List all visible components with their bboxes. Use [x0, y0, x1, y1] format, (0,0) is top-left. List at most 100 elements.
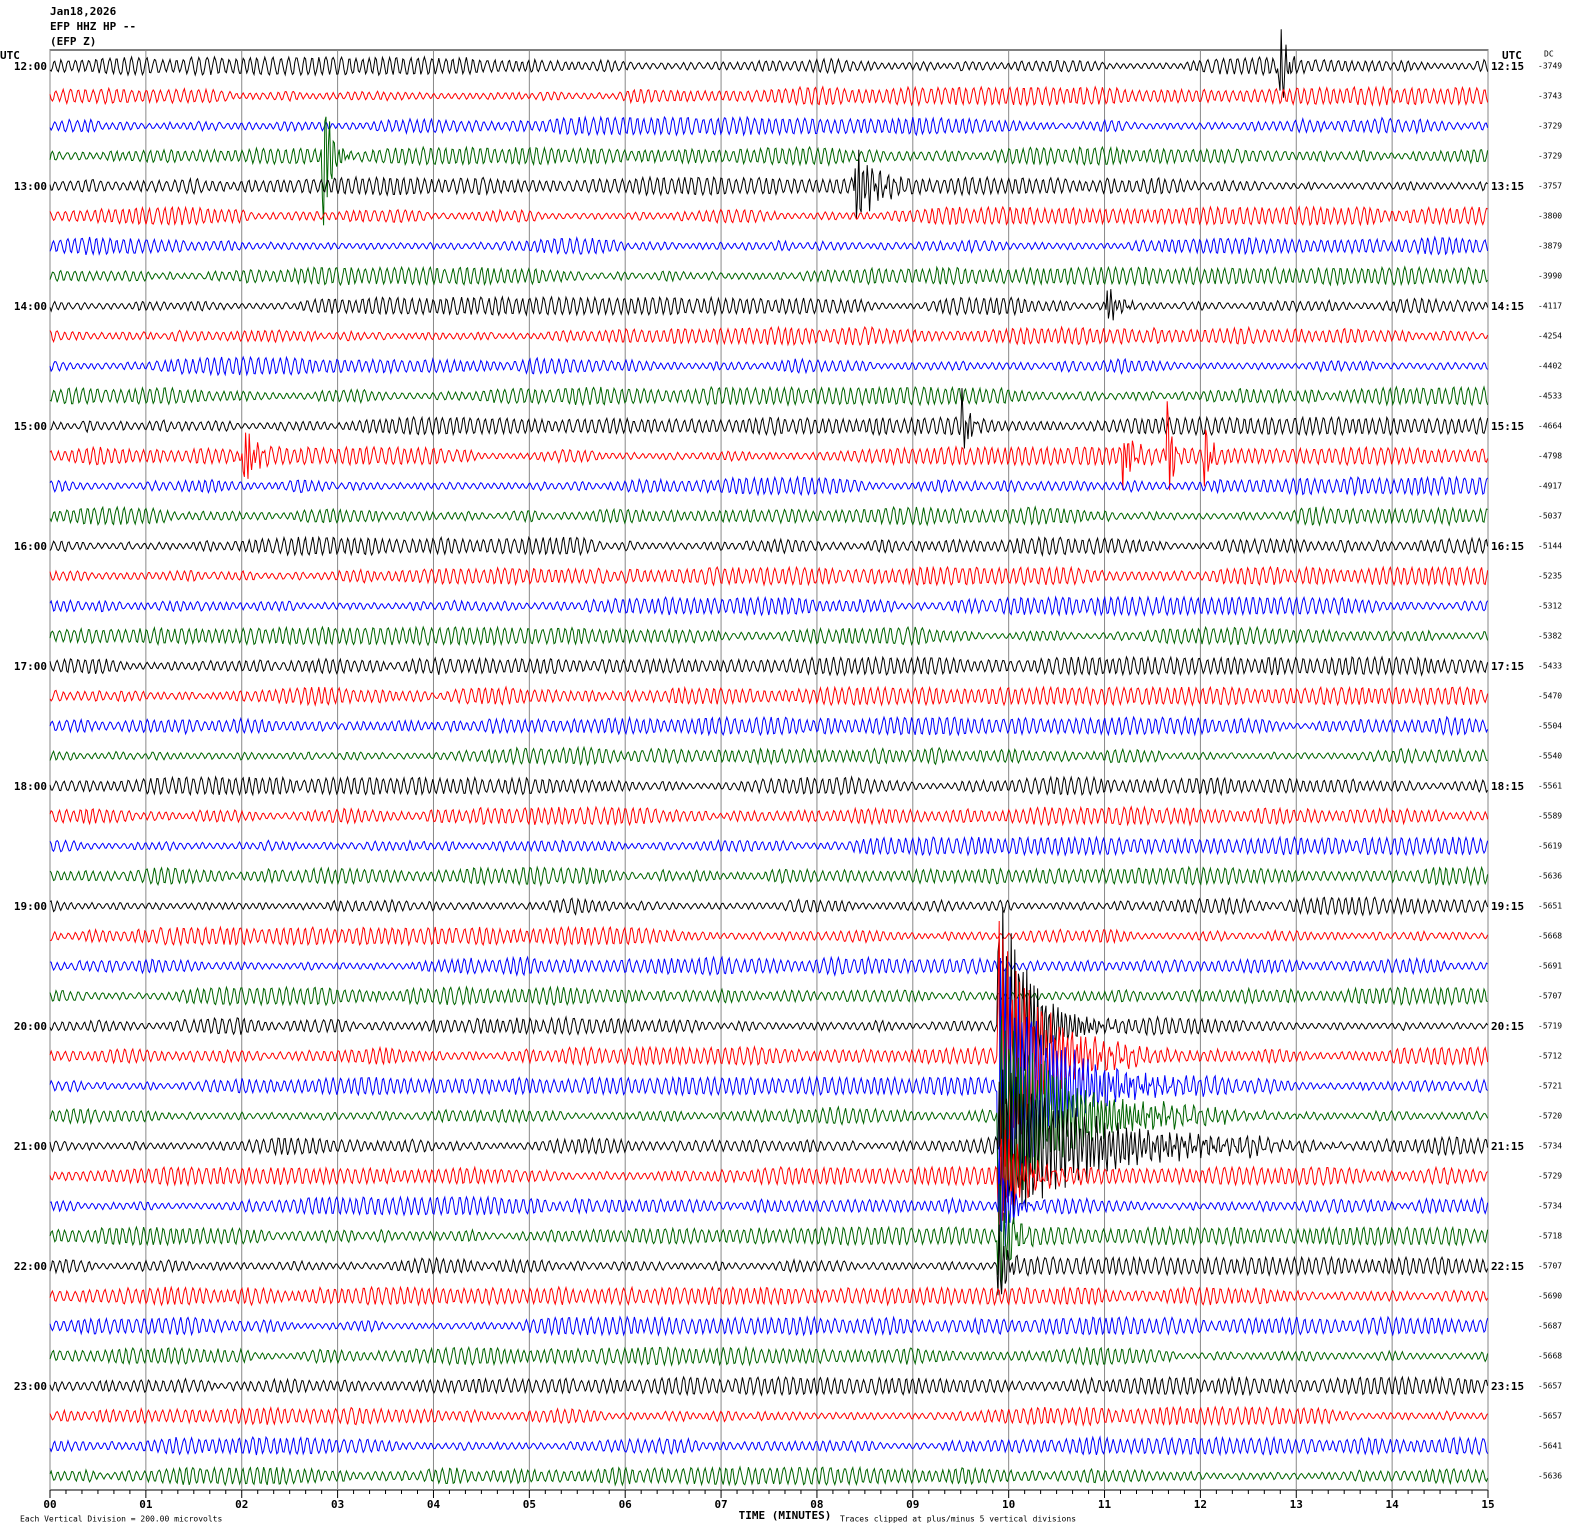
x-tick-label: 01 [139, 1498, 153, 1511]
dc-value: -5707 [1538, 1262, 1562, 1271]
trace [49, 85, 1489, 107]
x-tick-label: 08 [810, 1498, 823, 1511]
dc-value: -5651 [1538, 902, 1562, 911]
trace [49, 355, 1488, 377]
dc-value: -4402 [1538, 362, 1562, 371]
footer-scale: Each Vertical Division = 200.00 microvol… [20, 1515, 222, 1524]
trace [49, 116, 1489, 226]
dc-value: -5718 [1538, 1232, 1562, 1241]
dc-value: -5504 [1538, 722, 1562, 731]
x-axis-title: TIME (MINUTES) [739, 1509, 832, 1522]
dc-value: -5470 [1538, 692, 1562, 701]
plot-frame [49, 49, 1489, 1491]
left-time-label: 12:00 [14, 60, 47, 73]
trace [49, 1129, 1488, 1235]
dc-value: -5589 [1538, 812, 1562, 821]
right-time-label: 13:15 [1491, 180, 1524, 193]
left-time-label: 17:00 [14, 660, 47, 673]
trace [49, 835, 1489, 857]
trace [49, 920, 1489, 1167]
trace [49, 1069, 1489, 1226]
left-axis-title: UTC [0, 49, 20, 62]
trace [49, 235, 1489, 256]
header-station: EFP HHZ HP -- [50, 20, 136, 33]
dc-value: -5712 [1538, 1052, 1562, 1061]
trace [49, 149, 1488, 219]
x-tick-label: 09 [906, 1498, 919, 1511]
left-time-label: 20:00 [14, 1020, 47, 1033]
dc-value: -5657 [1538, 1412, 1562, 1421]
trace [49, 535, 1489, 557]
trace [49, 1465, 1489, 1487]
dc-value: -5690 [1538, 1292, 1562, 1301]
x-tick-label: 10 [1002, 1498, 1015, 1511]
dc-value: -5144 [1538, 542, 1562, 551]
trace [49, 29, 1489, 98]
dc-value: -5540 [1538, 752, 1562, 761]
trace [49, 1375, 1489, 1397]
dc-value: -5687 [1538, 1322, 1562, 1331]
dc-value: -5734 [1538, 1202, 1562, 1211]
trace [49, 925, 1489, 947]
dc-value: -4533 [1538, 392, 1562, 401]
dc-value: -5037 [1538, 512, 1562, 521]
trace [49, 289, 1489, 321]
trace [49, 957, 1488, 1217]
left-time-label: 14:00 [14, 300, 47, 313]
header-channel: (EFP Z) [50, 35, 96, 48]
dc-value: -5720 [1538, 1112, 1562, 1121]
trace [49, 1345, 1489, 1367]
dc-value: -3757 [1538, 182, 1562, 191]
dc-value: -4917 [1538, 482, 1562, 491]
x-tick-label: 05 [523, 1498, 536, 1511]
trace [49, 775, 1489, 797]
trace [49, 265, 1488, 287]
dc-value: -4664 [1538, 422, 1562, 431]
dc-value: -5691 [1538, 962, 1562, 971]
dc-value: -5707 [1538, 992, 1562, 1001]
dc-value: -5382 [1538, 632, 1562, 641]
trace [49, 865, 1489, 887]
trace [49, 715, 1489, 737]
dc-value: -3800 [1538, 212, 1562, 221]
trace [49, 985, 1488, 1007]
trace [49, 385, 1489, 407]
x-tick-label: 00 [43, 1498, 56, 1511]
dc-value: -3743 [1538, 92, 1562, 101]
right-time-label: 12:15 [1491, 60, 1524, 73]
left-time-label: 13:00 [14, 180, 47, 193]
trace [49, 1435, 1489, 1457]
trace [49, 565, 1489, 587]
trace [49, 115, 1489, 137]
right-time-label: 17:15 [1491, 660, 1524, 673]
trace [49, 1016, 1489, 1218]
trace [49, 1183, 1489, 1287]
x-tick-label: 11 [1098, 1498, 1112, 1511]
dc-value: -5641 [1538, 1442, 1562, 1451]
x-tick-label: 13 [1290, 1498, 1303, 1511]
dc-value: -5734 [1538, 1142, 1562, 1151]
dc-value: -5619 [1538, 842, 1562, 851]
dc-value: -3990 [1538, 272, 1562, 281]
trace [49, 205, 1488, 227]
trace [49, 505, 1488, 527]
x-tick-label: 14 [1386, 1498, 1400, 1511]
left-time-label: 18:00 [14, 780, 47, 793]
right-time-label: 23:15 [1491, 1380, 1524, 1393]
left-time-label: 22:00 [14, 1260, 47, 1273]
dc-value: -5636 [1538, 872, 1562, 881]
x-tick-label: 02 [235, 1498, 248, 1511]
trace [49, 805, 1489, 827]
dc-value: -5561 [1538, 782, 1562, 791]
trace [49, 625, 1489, 647]
dc-value: -5235 [1538, 572, 1562, 581]
dc-value: -4254 [1538, 332, 1562, 341]
trace [49, 685, 1489, 707]
footer-clip: Traces clipped at plus/minus 5 vertical … [840, 1515, 1076, 1524]
x-tick-label: 06 [619, 1498, 633, 1511]
x-tick-label: 03 [331, 1498, 344, 1511]
right-axis-title: UTC [1502, 49, 1522, 62]
right-time-label: 16:15 [1491, 540, 1524, 553]
dc-value: -5719 [1538, 1022, 1562, 1031]
